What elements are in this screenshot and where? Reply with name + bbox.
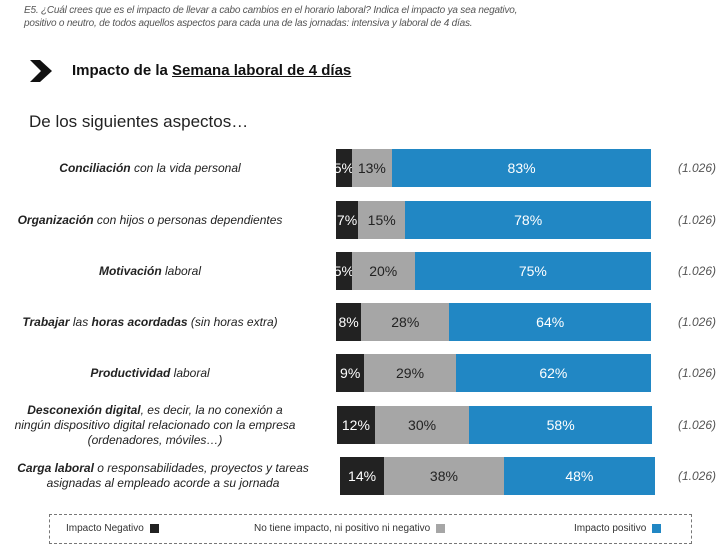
base-count: (1.026)	[678, 264, 717, 278]
base-count: (1.026)	[678, 418, 717, 432]
title-prefix: Impacto de la	[72, 62, 173, 79]
base-count: (1.026)	[678, 315, 717, 329]
legend-item-positivo: Impacto positivo	[574, 523, 662, 534]
base-count: (1.026)	[678, 213, 717, 227]
bar-segment-positivo: 83%	[392, 149, 651, 187]
bar-segment-neutro: 13%	[351, 149, 393, 187]
bar-segment-negativo: 14%	[340, 457, 385, 495]
legend-swatch	[652, 524, 662, 533]
bar-segment-neutro: 29%	[364, 354, 456, 392]
legend: Impacto Negativo No tiene impacto, ni po…	[49, 514, 692, 544]
bar-row: 12% 30% 58%	[337, 406, 652, 444]
bar-segment-positivo: 64%	[449, 303, 651, 341]
bar-row: 9% 29% 62%	[336, 354, 651, 392]
bar-row: 5% 20% 75%	[334, 252, 651, 290]
category-label: Trabajar las horas acordadas (sin horas …	[22, 314, 278, 329]
question-text: E5. ¿Cuál crees que es el impacto de lle…	[24, 5, 518, 29]
bar-segment-positivo: 75%	[414, 252, 651, 290]
bar-segment-negativo: 7%	[336, 201, 359, 239]
bar-segment-neutro: 15%	[358, 201, 406, 239]
bar-segment-positivo: 58%	[469, 406, 652, 444]
legend-item-neutro: No tiene impacto, ni positivo ni negativ…	[254, 523, 446, 534]
bar-row: 5% 13% 83%	[334, 149, 651, 187]
bar-segment-neutro: 28%	[361, 303, 450, 341]
bar-segment-neutro: 20%	[351, 252, 415, 290]
bar-segment-neutro: 38%	[384, 457, 504, 495]
bar-segment-negativo: 5%	[334, 149, 354, 187]
subtitle: De los siguientes aspectos…	[29, 112, 249, 131]
category-label: Organización con hijos o personas depend…	[17, 212, 283, 227]
bar-segment-positivo: 48%	[503, 457, 655, 495]
bar-segment-neutro: 30%	[374, 406, 470, 444]
bar-row: 7% 15% 78%	[336, 201, 651, 239]
bar-row: 14% 38% 48%	[340, 457, 655, 495]
base-count: (1.026)	[678, 469, 717, 483]
category-label: Carga laboral o responsabilidades, proye…	[17, 461, 309, 490]
legend-item-negativo: Impacto Negativo	[66, 523, 159, 534]
bar-segment-positivo: 62%	[455, 354, 651, 392]
chart-title: Impacto de la Semana laboral de 4 días	[72, 62, 351, 79]
bar-segment-positivo: 78%	[405, 201, 651, 239]
base-count: (1.026)	[678, 161, 717, 175]
legend-swatch	[149, 524, 159, 533]
bar-segment-negativo: 8%	[336, 303, 362, 341]
category-label: Motivación laboral	[98, 263, 202, 278]
bar-row: 8% 28% 64%	[336, 303, 651, 341]
chevron-right-icon	[30, 60, 52, 82]
category-label: Conciliación con la vida personal	[59, 160, 241, 175]
bar-segment-negativo: 9%	[336, 354, 365, 392]
title-underlined: Semana laboral de 4 días	[172, 62, 352, 79]
category-label: Productividad laboral	[90, 365, 210, 380]
category-label: Desconexión digital, es decir, la no con…	[14, 402, 296, 447]
legend-swatch	[436, 524, 446, 533]
base-count: (1.026)	[678, 366, 717, 380]
bar-segment-negativo: 12%	[337, 406, 375, 444]
bar-segment-negativo: 5%	[334, 252, 354, 290]
